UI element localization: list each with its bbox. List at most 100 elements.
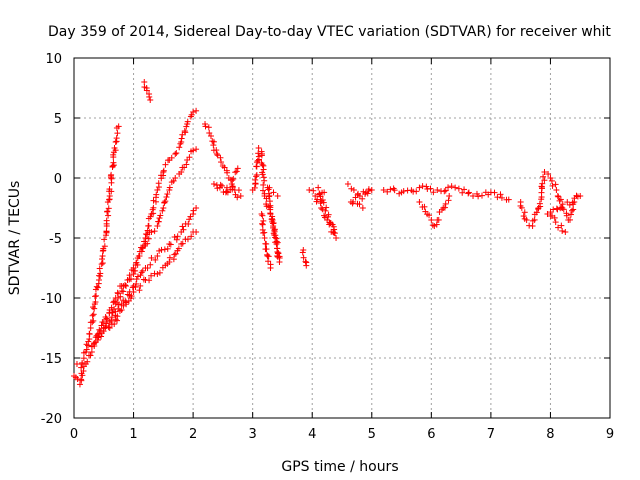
point-rise-mid [148,229,155,235]
point-hump-2-3h [210,181,217,187]
point-rise-steep [96,265,103,272]
point-cluster-3-3.5h [266,184,273,191]
point-rise-bottom [106,325,113,331]
point-drop-3.2h [259,221,266,228]
point-rise-mid [126,272,133,279]
point-cluster-4h [325,213,332,220]
x-tick-label: 6 [427,427,435,442]
point-rise-low [152,256,159,263]
point-rise-steep [103,228,110,235]
point-cluster-3-3.5h [270,223,277,230]
point-cluster-7.5-8.5h [541,177,548,184]
point-cluster-3-3.5h [271,226,278,233]
point-rise-steep [99,253,106,259]
axis-ticks: 0 1 2 3 4 5 6 7 8 9 10 5 0 -5 -10 -15 -20 [41,52,614,442]
point-rise-steep [109,163,116,169]
point-rise-steep [90,317,97,324]
point-rise-steep [104,208,111,215]
point-cluster-3-3.5h [255,153,262,160]
point-dip-6h [442,200,449,207]
point-hump-2-3h [223,184,230,191]
point-drop-3.2h [267,265,274,271]
point-rise-steep [114,130,121,137]
point-rise-low [173,236,180,243]
y-tick-label: -20 [41,412,62,427]
point-cluster-4h [323,204,330,211]
point-rise-low [100,325,107,332]
point-cluster-4h [315,184,322,191]
point-rise-low [137,272,144,279]
point-rise-mid [193,146,200,153]
point-rise-steep [79,359,86,366]
point-rise-mid [117,293,124,300]
x-tick-label: 1 [129,427,137,442]
point-rise-bottom [114,313,121,320]
x-axis-label: GPS time / hours [281,459,398,475]
point-rise-bottom [112,316,119,323]
point-cluster-4.5-5h [356,201,363,208]
point-cluster-3-3.5h [253,171,260,178]
y-tick-label: 0 [54,172,62,187]
point-rise-main [184,118,191,125]
point-rise-main [76,381,83,388]
point-cluster-7.5-8.5h [547,175,554,181]
point-dip-6h [441,204,448,211]
point-rise-steep [73,361,80,367]
point-rise-main [142,231,149,238]
point-rise-steep [91,305,98,312]
point-drop-3.2h [261,229,268,236]
point-rise-bottom [175,245,182,252]
point-rise-bottom [184,236,191,243]
point-rise-mid [159,207,166,214]
point-rise-mid [91,340,98,347]
point-rise-steep [110,151,117,158]
point-rise-low [105,324,112,331]
x-tick-label: 5 [368,427,376,442]
y-tick-label: 10 [45,52,62,67]
point-rise-low [190,207,197,214]
point-cluster-4h [331,230,338,237]
data-points [71,79,584,388]
point-rise-main [193,107,200,114]
point-rise-bottom [148,272,155,279]
point-cluster-3-3.5h [255,145,262,151]
point-rise-bottom [123,301,130,308]
point-rise-low [108,317,115,324]
point-rise-bottom [137,282,144,289]
point-cluster-3-3.5h [267,204,274,211]
point-rise-steep [108,171,115,178]
point-rise-main [142,235,149,241]
point-dip-6h [445,197,452,204]
point-isolated-3.9h [302,258,309,265]
point-rise-mid [138,248,145,255]
point-rise-steep [97,270,104,277]
point-cluster-7.5-8.5h [557,196,564,203]
point-rise-main [181,127,188,134]
point-hump-2-3h [224,169,231,176]
point-rise-mid [190,147,197,154]
point-band-5.2-7.3h [470,193,477,199]
point-rise-mid [103,320,110,327]
point-rise-low [138,269,145,276]
point-band-5.2-7.3h [427,185,434,192]
point-cluster-3-3.5h [252,176,259,183]
point-rise-mid [139,245,146,252]
point-cluster-7.5-8.5h [529,223,536,229]
point-rise-main [147,213,154,220]
point-dip-6h [421,203,428,210]
point-cluster-7.5-8.5h [521,209,528,216]
point-band-5.2-7.3h [441,188,448,195]
point-rise-main [88,349,95,355]
point-rise-main [154,187,161,193]
point-cluster-4h [322,207,329,214]
point-cluster-7.5-8.5h [550,206,557,213]
point-cluster-4h [321,189,328,196]
point-rise-bottom [166,254,173,261]
point-rise-steep [87,319,94,326]
point-cluster-7.5-8.5h [562,229,569,235]
point-rise-steep [105,205,112,212]
point-cluster-4.5-5h [344,181,351,187]
point-hump-2-3h [230,175,237,182]
point-cluster-4h [327,220,334,227]
point-rise-bottom [136,287,143,294]
